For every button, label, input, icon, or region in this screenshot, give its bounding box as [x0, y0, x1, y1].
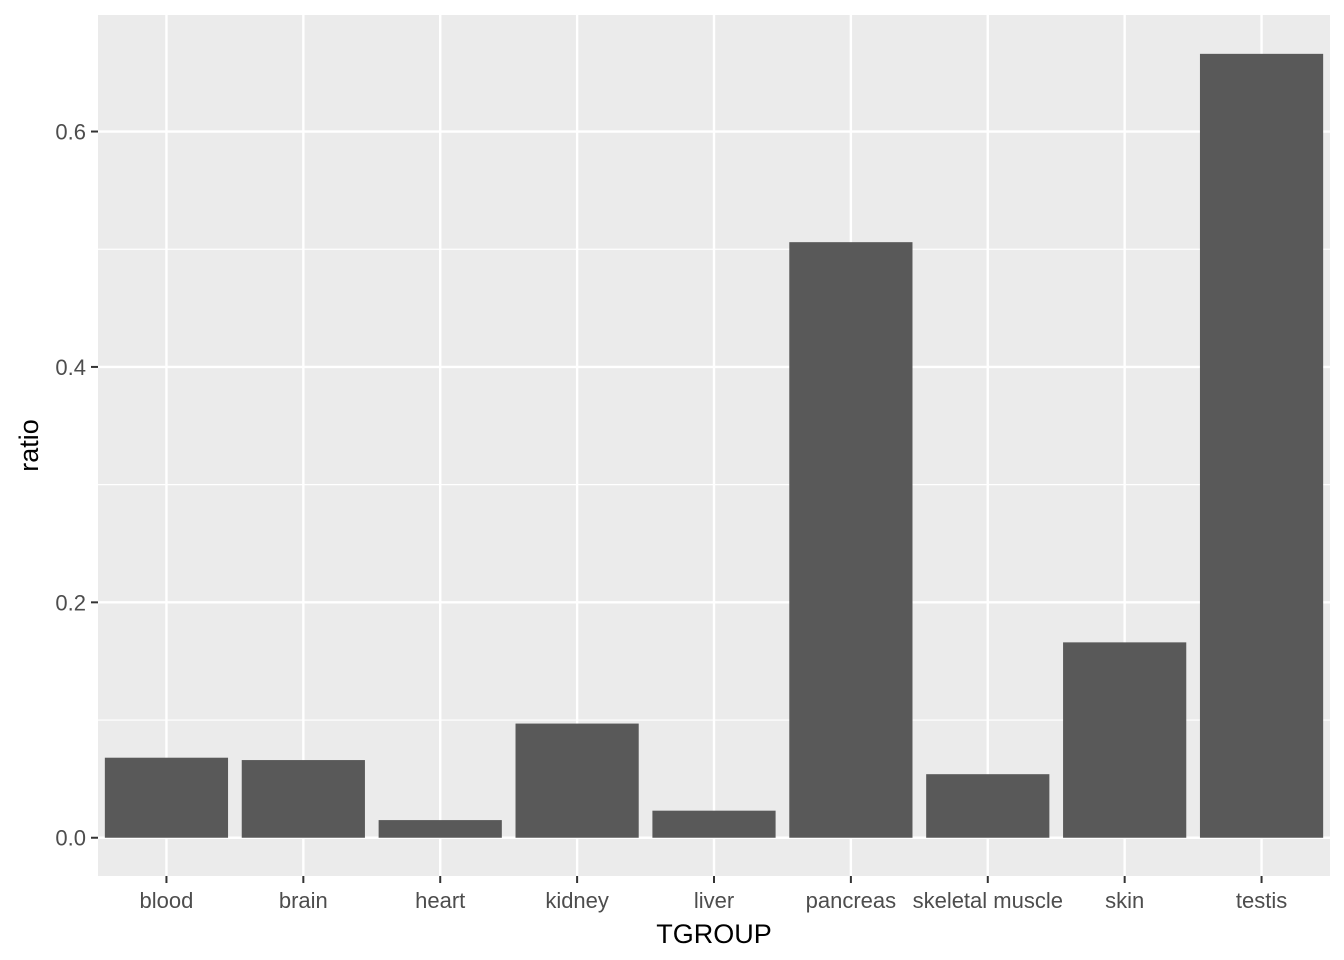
y-tick-label: 0.4	[55, 355, 86, 380]
x-tick-label: skeletal muscle	[913, 888, 1063, 913]
bars	[104, 53, 1324, 838]
x-tick-label: skin	[1105, 888, 1144, 913]
x-tick-label: heart	[415, 888, 465, 913]
x-tick-label: testis	[1236, 888, 1287, 913]
y-axis: 0.0 0.2 0.4 0.6	[55, 120, 98, 851]
bar-heart	[378, 820, 502, 838]
x-tick-label: kidney	[545, 888, 609, 913]
bar-brain	[241, 760, 365, 838]
x-axis: blood brain heart kidney liver pancreas skelet…	[140, 876, 1287, 913]
bar-skeletal-muscle	[926, 774, 1050, 838]
y-tick-label: 0.0	[55, 826, 86, 851]
x-tick-label: pancreas	[806, 888, 897, 913]
bar-liver	[652, 810, 776, 838]
bar-blood	[104, 757, 229, 838]
y-tick-label: 0.2	[55, 590, 86, 615]
bar-pancreas	[789, 242, 913, 838]
x-tick-label: blood	[140, 888, 194, 913]
x-tick-label: brain	[279, 888, 328, 913]
bar-skin	[1063, 642, 1187, 838]
y-axis-title: ratio	[14, 419, 44, 472]
bar-testis	[1199, 53, 1324, 838]
x-tick-label: liver	[694, 888, 734, 913]
bar-kidney	[515, 723, 639, 838]
x-axis-title: TGROUP	[656, 919, 772, 949]
y-tick-label: 0.6	[55, 120, 86, 145]
